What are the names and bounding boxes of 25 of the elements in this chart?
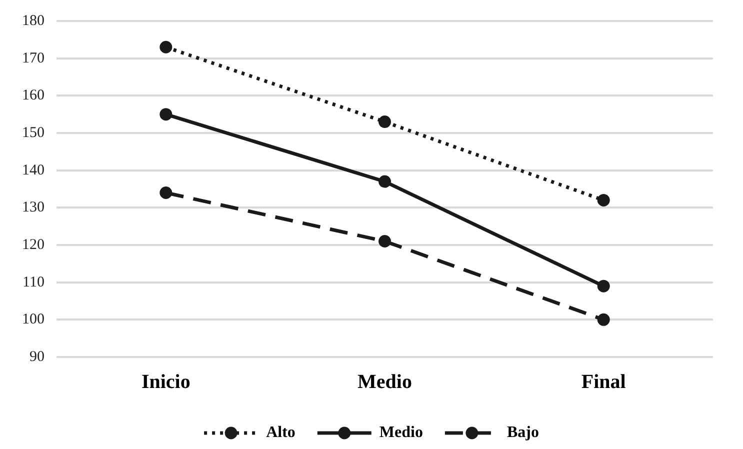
legend-label: Alto: [266, 424, 296, 442]
x-tick-label: Medio: [358, 371, 412, 394]
y-tick-label: 120: [22, 236, 44, 253]
y-tick-label: 180: [22, 12, 44, 29]
y-tick-label: 110: [22, 274, 44, 290]
y-tick-label: 150: [22, 124, 44, 141]
point: [160, 40, 172, 54]
y-tick-label: 160: [22, 88, 44, 104]
x-tick-label: Final: [581, 371, 626, 394]
y-tick-label: 170: [22, 50, 44, 66]
legend-label: Medio: [379, 424, 423, 442]
point: [597, 194, 610, 206]
y-tick-label: 90: [30, 348, 44, 365]
point: [160, 186, 172, 199]
point: [378, 175, 391, 188]
point: [597, 313, 610, 326]
point: [160, 108, 172, 121]
y-tick-label: 100: [22, 312, 44, 328]
point: [378, 116, 391, 128]
y-tick-label: 140: [22, 162, 44, 178]
y-tick-label: 130: [22, 200, 44, 216]
point: [378, 235, 391, 248]
point: [597, 280, 610, 292]
x-tick-label: Inicio: [141, 371, 190, 394]
legend-label: Bajo: [506, 424, 539, 442]
